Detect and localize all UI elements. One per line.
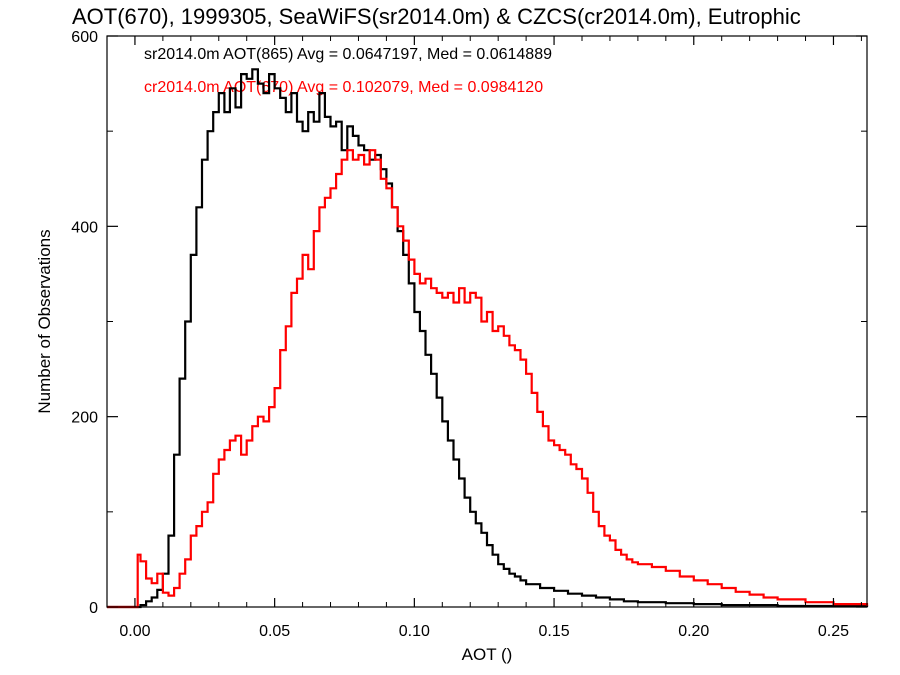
x-tick-label: 0.05 xyxy=(259,623,290,640)
series-annotation-sr2014: sr2014.0m AOT(865) Avg = 0.0647197, Med … xyxy=(144,46,552,63)
series-line-sr2014 xyxy=(107,68,869,609)
y-tick-label: 200 xyxy=(71,410,98,427)
plot-area: 0.00 0.05 0.10 0.15 0.20 0.25 0 200 400 600 xyxy=(71,29,869,640)
chart-title: AOT(670), 1999305, SeaWiFS(sr2014.0m) & … xyxy=(72,4,801,29)
x-tick-label: 0.00 xyxy=(119,623,150,640)
series-line-cr2014 xyxy=(107,149,869,609)
series-annotation-cr2014: cr2014.0m AOT(670) Avg = 0.102079, Med =… xyxy=(144,79,543,96)
y-tick-label: 600 xyxy=(71,29,98,46)
x-tick-label: 0.10 xyxy=(399,623,430,640)
y-tick-label: 400 xyxy=(71,219,98,236)
x-tick-label: 0.20 xyxy=(678,623,709,640)
x-tick-label: 0.25 xyxy=(818,623,849,640)
y-tick-label: 0 xyxy=(89,600,98,617)
y-axis-label: Number of Observations xyxy=(35,229,54,413)
x-axis-label: AOT () xyxy=(462,645,513,664)
x-tick-label: 0.15 xyxy=(538,623,569,640)
